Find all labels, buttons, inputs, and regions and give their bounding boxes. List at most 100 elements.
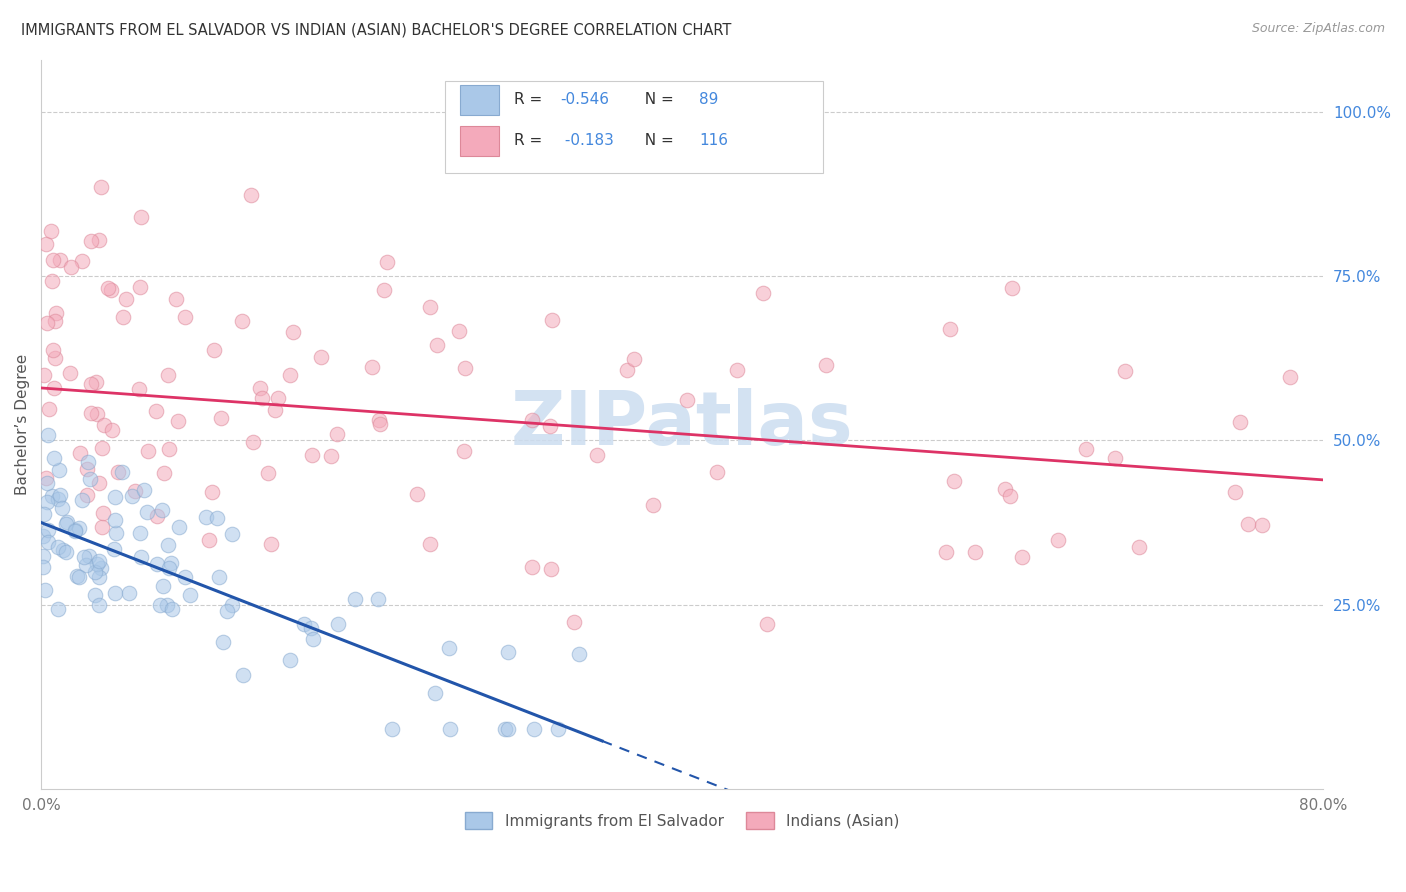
Point [115, 292, 138, 306]
Point [152, 466, 174, 480]
Point [943, 475, 966, 489]
FancyBboxPatch shape [444, 81, 824, 172]
Point [266, 391, 288, 405]
Point [35, 316, 58, 330]
Point [76, 462, 98, 476]
Point [326, 427, 349, 442]
Point [264, 403, 287, 417]
Point [101, 423, 124, 437]
Point [208, 570, 231, 584]
Point [157, 442, 180, 456]
Point [87, 233, 110, 247]
Point [128, 382, 150, 396]
Point [131, 210, 153, 224]
Point [1104, 450, 1126, 465]
Point [87, 475, 110, 490]
Point [41, 274, 63, 288]
Point [935, 545, 957, 559]
Legend: Immigrants from El Salvador, Indians (Asian): Immigrants from El Salvador, Indians (As… [458, 805, 905, 836]
Point [562, 615, 585, 629]
Point [520, 560, 543, 574]
Bar [460, 85, 499, 115]
Point [260, 537, 283, 551]
Point [641, 498, 664, 512]
Point [34, 582, 56, 597]
Point [221, 598, 243, 612]
Point [38, 402, 60, 417]
Text: 89: 89 [699, 93, 718, 107]
Point [328, 616, 350, 631]
Point [41, 489, 63, 503]
Point [522, 413, 544, 427]
Point [998, 489, 1021, 503]
Point [373, 284, 395, 298]
Point [231, 314, 253, 328]
Point [65, 524, 87, 539]
Point [201, 485, 224, 500]
Point [202, 343, 225, 358]
Point [91, 520, 114, 534]
Point [44, 351, 66, 365]
Point [35, 471, 58, 485]
Point [278, 653, 301, 667]
Point [83, 588, 105, 602]
Text: 116: 116 [699, 134, 728, 148]
Point [965, 545, 987, 559]
Point [568, 647, 591, 661]
Point [91, 506, 114, 520]
Point [44, 381, 66, 395]
Point [814, 358, 837, 372]
Point [541, 313, 564, 327]
Point [706, 465, 728, 479]
Text: Source: ZipAtlas.com: Source: ZipAtlas.com [1251, 22, 1385, 36]
Text: R =: R = [515, 93, 547, 107]
Point [103, 541, 125, 556]
Point [321, 449, 343, 463]
Point [174, 570, 197, 584]
Point [52, 543, 75, 558]
Point [167, 414, 190, 428]
Point [437, 641, 460, 656]
Point [547, 723, 569, 737]
Point [1229, 415, 1251, 429]
Point [939, 322, 962, 336]
Point [49, 252, 72, 267]
Point [104, 491, 127, 505]
Point [97, 281, 120, 295]
Point [32, 508, 55, 522]
Point [89, 569, 111, 583]
Point [173, 310, 195, 324]
Point [35, 495, 58, 509]
Point [79, 472, 101, 486]
Point [79, 377, 101, 392]
Point [496, 645, 519, 659]
Point [195, 509, 218, 524]
Point [37, 523, 59, 537]
Point [221, 526, 243, 541]
Point [302, 632, 325, 647]
Point [86, 407, 108, 421]
Point [292, 616, 315, 631]
Point [110, 465, 132, 479]
Point [145, 404, 167, 418]
Point [278, 368, 301, 383]
Point [623, 351, 645, 366]
Point [45, 306, 67, 320]
Point [232, 668, 254, 682]
Point [994, 482, 1017, 496]
Point [419, 537, 441, 551]
Point [1046, 533, 1069, 547]
Point [70, 493, 93, 508]
Point [35, 475, 58, 490]
Point [48, 463, 70, 477]
Point [301, 448, 323, 462]
Point [343, 591, 366, 606]
Point [449, 325, 471, 339]
Point [160, 556, 183, 570]
Point [205, 511, 228, 525]
Point [79, 549, 101, 563]
Text: ZIPatlas: ZIPatlas [510, 387, 853, 460]
Point [419, 300, 441, 314]
Point [107, 465, 129, 479]
Point [152, 579, 174, 593]
